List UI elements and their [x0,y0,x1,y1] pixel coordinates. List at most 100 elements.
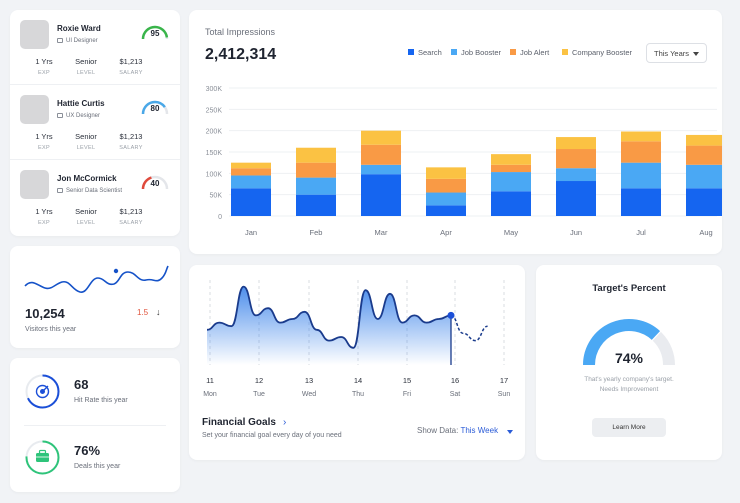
legend-item[interactable]: Search [408,48,442,57]
legend-label: Search [418,48,442,57]
bar-search[interactable] [491,191,531,216]
bar-company-booster[interactable] [231,162,271,169]
rate-label: Deals this year [74,463,121,470]
legend-swatch [451,49,457,55]
bar-job-booster[interactable] [556,168,596,182]
profiles-card: Roxie Ward UI Designer 95 1 Yrs EXP Senior LEV… [10,10,180,236]
bar-search[interactable] [361,174,401,216]
salary-label: SALARY [119,220,143,226]
exp-label: EXP [38,145,50,151]
day-number: 16 [451,376,459,385]
y-tick-label: 50K [210,193,223,200]
bar-job-alert[interactable] [296,162,336,178]
profile-exp: 1 Yrs EXP [24,132,64,151]
bar-company-booster[interactable] [296,147,336,163]
projected-line [450,314,488,342]
financial-title: Financial Goals [202,417,276,428]
bar-job-booster[interactable] [686,164,722,189]
salary-label: SALARY [119,70,143,76]
salary-value: $1,213 [119,207,143,216]
bar-job-alert[interactable] [621,141,661,163]
area-fill [207,286,451,365]
score-gauge: 80 [140,97,170,117]
level-value: Senior [75,207,97,216]
bar-job-alert[interactable] [361,144,401,165]
visitors-change: 1.5 [137,308,149,317]
profile-salary: $1,213 SALARY [111,132,151,151]
visitors-value: 10,254 [25,306,65,321]
level-label: LEVEL [76,220,96,226]
briefcase-icon [57,113,63,118]
briefcase-icon [36,449,49,462]
rates-card: 68 Hit Rate this year 76% Deals this year [10,358,180,492]
x-tick-label: Aug [699,228,712,237]
rate-ring [24,373,61,410]
legend-item[interactable]: Job Booster [451,48,501,57]
x-tick-label: Apr [440,228,452,237]
chevron-down-icon[interactable] [507,430,513,434]
bar-job-alert[interactable] [426,178,466,193]
bar-job-booster[interactable] [621,162,661,189]
x-tick-label: Jun [570,228,582,237]
bar-company-booster[interactable] [686,134,722,146]
bar-search[interactable] [686,188,722,216]
bar-job-alert[interactable] [556,149,596,169]
y-tick-label: 100K [206,171,223,178]
show-data-label: Show Data: [417,426,459,435]
profile-salary: $1,213 SALARY [111,207,151,226]
exp-label: EXP [38,70,50,76]
salary-value: $1,213 [119,132,143,141]
bar-search[interactable] [621,188,661,216]
bar-job-booster[interactable] [361,164,401,175]
show-data-select[interactable]: Show Data: This Week [417,426,498,435]
profile-role: UI Designer [57,38,98,44]
x-tick-label: Feb [310,228,323,237]
bar-search[interactable] [556,181,596,216]
bar-job-alert[interactable] [231,168,271,176]
legend-item[interactable]: Job Alert [510,48,549,57]
bar-job-booster[interactable] [491,172,531,192]
learn-more-button[interactable]: Learn More [592,418,666,437]
bar-company-booster[interactable] [621,131,661,142]
profile-row[interactable]: Hattie Curtis UX Designer 80 1 Yrs EXP Senior… [10,85,180,160]
level-value: Senior [75,57,97,66]
day-name: Tue [253,391,265,398]
chevron-right-icon[interactable]: › [283,417,287,428]
period-select[interactable]: This Years [646,43,707,63]
x-tick-label: Jul [636,228,646,237]
bar-search[interactable] [231,188,271,216]
profile-role: Senior Data Scientist [57,188,122,194]
bar-company-booster[interactable] [556,137,596,150]
day-number: 12 [255,376,263,385]
avatar [20,95,49,124]
bar-job-alert[interactable] [686,145,722,165]
day-number: 17 [500,376,508,385]
exp-value: 1 Yrs [35,132,53,141]
bar-company-booster[interactable] [361,130,401,145]
rate-label: Hit Rate this year [74,397,128,404]
bar-search[interactable] [426,205,466,216]
profile-row[interactable]: Jon McCormick Senior Data Scientist 40 1 Yr… [10,160,180,235]
y-tick-label: 150K [206,150,223,157]
avatar [20,20,49,49]
bar-job-alert[interactable] [491,164,531,173]
bar-job-booster[interactable] [231,175,271,189]
legend-label: Job Alert [520,48,550,57]
current-point[interactable] [447,311,455,319]
bar-job-booster[interactable] [296,177,336,195]
legend-item[interactable]: Company Booster [562,48,632,57]
financial-goals-card: 11 Mon 12 Tue 13 Wed 14 Thu 15 Fri 16 Sat 17 Sun Fina… [189,265,525,460]
gauge-fill [583,319,661,366]
day-name: Thu [352,391,364,398]
financial-subtitle: Set your financial goal every day of you… [202,432,342,439]
profile-row[interactable]: Roxie Ward UI Designer 95 1 Yrs EXP Senior LEV… [10,10,180,85]
profile-role: UX Designer [57,113,100,119]
briefcase-icon [57,188,63,193]
bar-company-booster[interactable] [426,167,466,179]
briefcase-icon [57,38,63,43]
bar-search[interactable] [296,194,336,216]
bar-company-booster[interactable] [491,154,531,165]
day-name: Sat [450,391,461,398]
bar-job-booster[interactable] [426,192,466,206]
profile-role-text: UX Designer [66,113,101,119]
